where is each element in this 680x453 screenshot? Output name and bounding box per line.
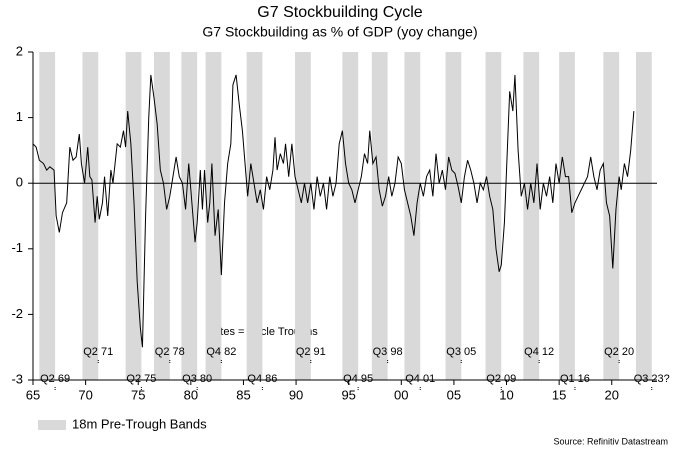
trough-label: Q2 71 — [83, 346, 113, 358]
trough-label: Q1 16 — [560, 373, 590, 385]
pre-trough-band — [603, 52, 620, 380]
x-tick-label: 15 — [552, 387, 566, 402]
y-tick-label: 2 — [16, 43, 23, 58]
pre-trough-band — [39, 52, 56, 380]
y-tick-label: -1 — [11, 240, 23, 255]
pre-trough-band — [295, 52, 311, 380]
pre-trough-band — [371, 52, 388, 380]
trough-label: Q2 20 — [604, 346, 634, 358]
pre-trough-band — [125, 52, 142, 380]
trough-label: Q3 98 — [373, 346, 403, 358]
x-tick-label: 65 — [26, 387, 40, 402]
trough-label: Q2 09 — [486, 373, 516, 385]
trough-label: Q3 23? — [634, 373, 670, 385]
x-tick-label: 85 — [236, 387, 250, 402]
trough-label: Q3 05 — [446, 346, 476, 358]
pre-trough-band — [523, 52, 540, 380]
trough-label: Q2 91 — [296, 346, 326, 358]
trough-label: Q4 01 — [405, 373, 435, 385]
y-tick-label: 1 — [16, 109, 23, 124]
x-tick-label: 00 — [394, 387, 408, 402]
trough-label: Q4 95 — [343, 373, 373, 385]
x-tick-label: 05 — [447, 387, 461, 402]
trough-label: Q4 86 — [247, 373, 277, 385]
y-tick-label: -2 — [11, 306, 23, 321]
pre-trough-band — [246, 52, 263, 380]
trough-label: Q2 78 — [155, 346, 185, 358]
pre-trough-band — [445, 52, 462, 380]
x-tick-label: 70 — [78, 387, 92, 402]
legend-swatch — [38, 420, 66, 430]
x-tick-label: 90 — [289, 387, 303, 402]
x-tick-label: 80 — [184, 387, 198, 402]
y-tick-label: -3 — [11, 371, 23, 386]
legend-label: 18m Pre-Trough Bands — [72, 416, 207, 431]
source: Source: Refinitiv Datastream — [553, 436, 668, 446]
y-tick-label: 0 — [16, 175, 23, 190]
x-tick-label: 10 — [499, 387, 513, 402]
pre-trough-band — [404, 52, 421, 380]
pre-trough-band — [635, 52, 652, 380]
pre-trough-band — [154, 52, 170, 380]
x-tick-label: 20 — [605, 387, 619, 402]
pre-trough-band — [342, 52, 359, 380]
pre-trough-band — [205, 52, 222, 380]
trough-label: Q4 12 — [524, 346, 554, 358]
trough-label: Q3 80 — [182, 373, 212, 385]
chart-subtitle: G7 Stockbuilding as % of GDP (yoy change… — [202, 24, 477, 40]
trough-label: Q2 75 — [126, 373, 156, 385]
x-tick-label: 95 — [341, 387, 355, 402]
data-line — [32, 74, 635, 348]
trough-label: Q4 82 — [206, 346, 236, 358]
pre-trough-band — [82, 52, 99, 380]
pre-trough-band — [559, 52, 575, 380]
trough-label: Q2 69 — [40, 373, 70, 385]
chart-title: G7 Stockbuilding Cycle — [257, 4, 423, 21]
x-tick-label: 75 — [131, 387, 145, 402]
pre-trough-band — [181, 52, 198, 380]
